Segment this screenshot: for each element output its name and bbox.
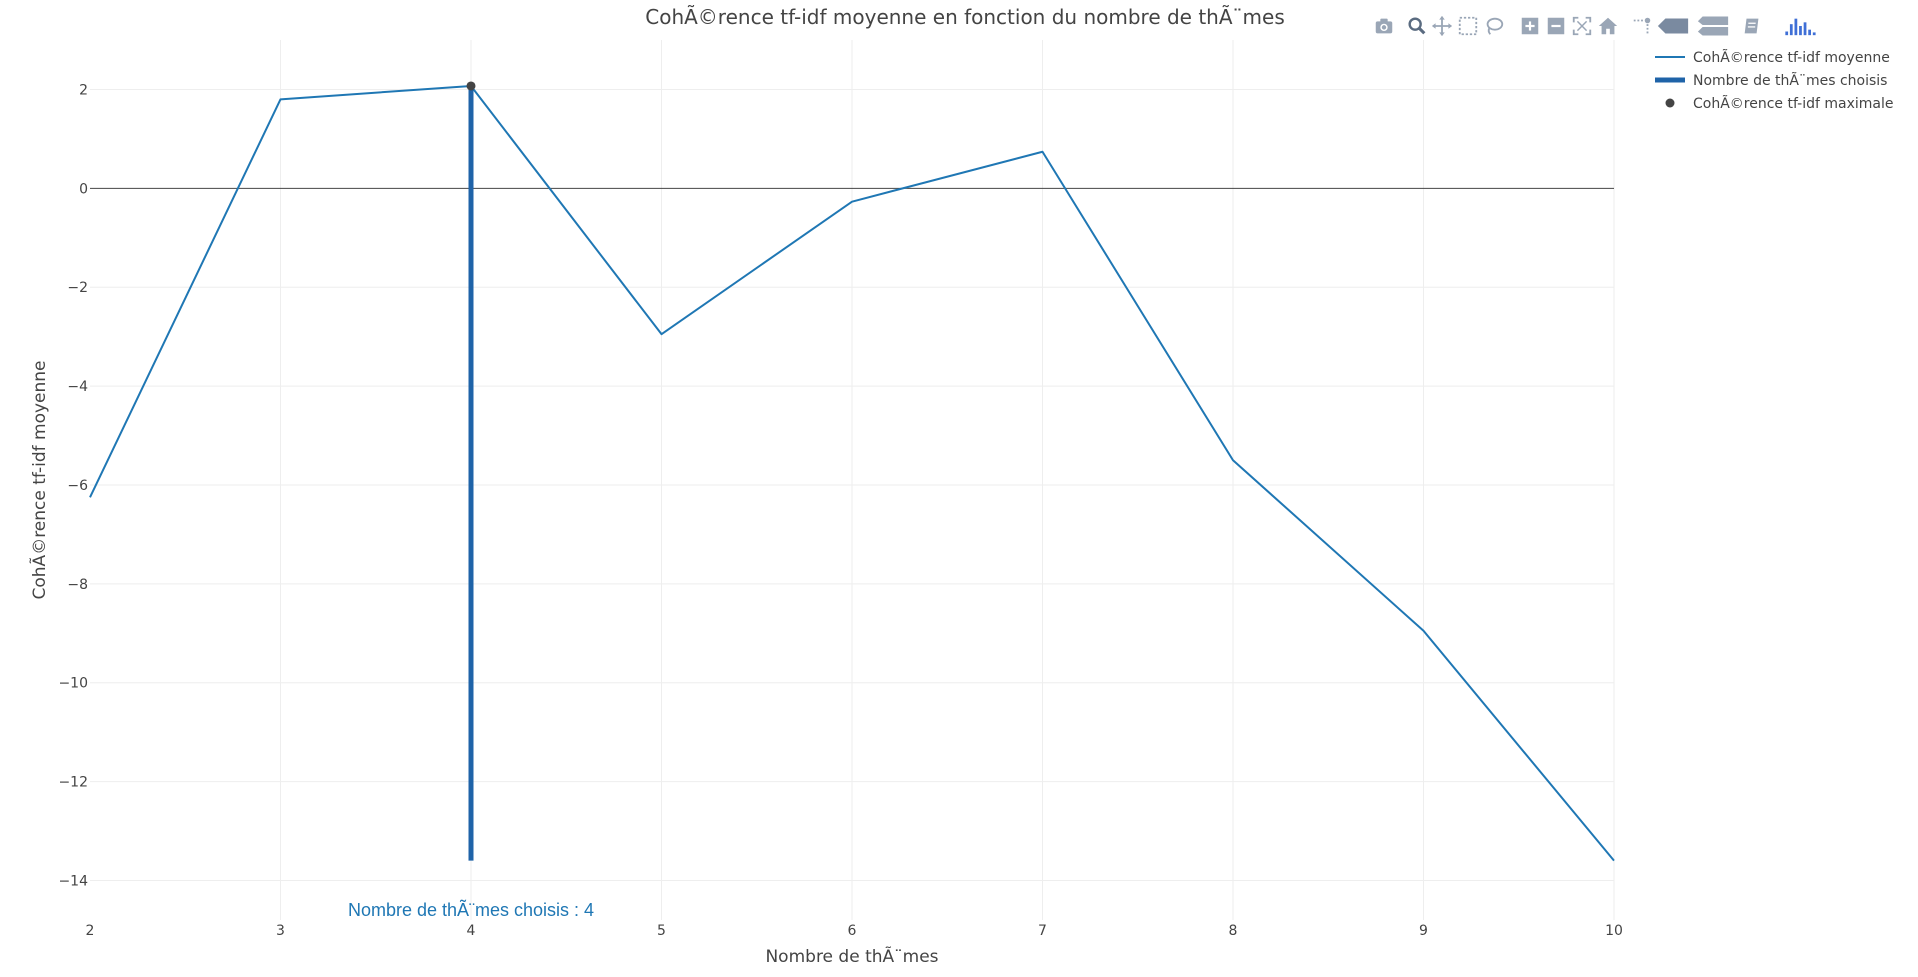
autoscale-icon[interactable] [1568,12,1596,40]
legend[interactable]: CohÃ©rence tf-idf moyenne Nombre de thÃ¨m… [1655,49,1893,112]
y-tick-label: −8 [67,577,88,593]
legend-label: CohÃ©rence tf-idf maximale [1693,95,1893,112]
legend-item[interactable]: Nombre de thÃ¨mes choisis [1655,72,1887,89]
y-tick-label: −6 [67,478,88,494]
x-tick-label: 5 [657,923,666,939]
chart-title: CohÃ©rence tf-idf moyenne en fonction du… [645,5,1285,29]
x-tick-label: 10 [1605,923,1623,939]
legend-item[interactable]: CohÃ©rence tf-idf maximale [1665,95,1894,112]
hover-compare-icon[interactable] [1694,12,1732,40]
chosen-themes-annotation: Nombre de thÃ¨mes choisis : 4 [348,899,594,920]
y-tick-label: 2 [79,82,88,98]
legend-item[interactable]: CohÃ©rence tf-idf moyenne [1655,49,1890,66]
y-axis-title: CohÃ©rence tf-idf moyenne [28,361,50,600]
x-tick-label: 3 [276,923,285,939]
y-tick-label: −2 [67,280,88,296]
box-select-icon[interactable] [1454,12,1482,40]
camera-icon[interactable] [1370,12,1398,40]
legend-label: Nombre de thÃ¨mes choisis [1693,72,1887,89]
y-tick-label: −12 [58,775,88,791]
grid [90,40,1615,920]
pan-icon[interactable] [1428,12,1456,40]
x-tick-label: 6 [848,923,857,939]
x-tick-label: 2 [86,923,95,939]
plotly-logo-icon[interactable] [1780,12,1820,40]
x-axis-title: Nombre de thÃ¨mes [765,945,938,967]
zoom-in-icon[interactable] [1516,12,1544,40]
x-tick-label: 4 [467,923,476,939]
y-tick-label: 0 [79,181,88,197]
annotations: Nombre de thÃ¨mes choisis : 4 [348,899,594,920]
reset-axes-icon[interactable] [1594,12,1622,40]
zoom-icon[interactable] [1403,12,1431,40]
lasso-icon[interactable] [1480,12,1508,40]
legend-swatch-marker [1665,98,1675,108]
plot-area[interactable] [89,81,1615,862]
max-coherence-marker [466,81,476,91]
axis-ticks: 2 3 4 5 6 7 8 9 10 2 0 −2 −4 −6 −8 −10 −12 −14 [58,82,1622,939]
x-tick-label: 9 [1419,923,1428,939]
spike-lines-icon[interactable] [1628,12,1656,40]
y-tick-label: −14 [58,873,88,889]
legend-label: CohÃ©rence tf-idf moyenne [1693,49,1890,66]
y-tick-label: −10 [58,676,88,692]
x-tick-label: 8 [1229,923,1238,939]
y-tick-label: −4 [67,379,88,395]
modebar [1370,12,1910,40]
edit-chart-icon[interactable] [1738,12,1766,40]
zoom-out-icon[interactable] [1542,12,1570,40]
hover-closest-icon[interactable] [1654,12,1692,40]
x-tick-label: 7 [1038,923,1047,939]
